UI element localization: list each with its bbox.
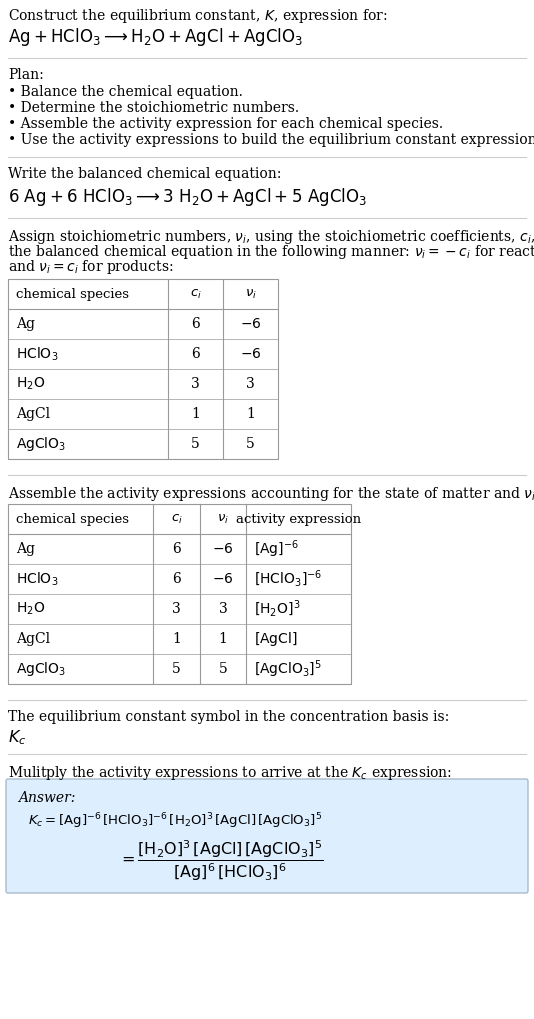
Text: $-6$: $-6$: [212, 572, 234, 586]
Text: and $\nu_i = c_i$ for products:: and $\nu_i = c_i$ for products:: [8, 258, 174, 276]
Text: 1: 1: [172, 632, 181, 646]
Text: 3: 3: [218, 602, 227, 616]
Bar: [8, 279, 278, 459]
Text: $\mathrm{6\ Ag + 6\ HClO_3 \longrightarrow 3\ H_2O + AgCl + 5\ AgClO_3}$: $\mathrm{6\ Ag + 6\ HClO_3 \longrightarr…: [8, 186, 367, 208]
Text: AgCl: AgCl: [16, 632, 50, 646]
Text: $= \dfrac{[\mathrm{H_2O}]^{3}\,[\mathrm{AgCl}]\,[\mathrm{AgClO_3}]^{5}}{[\mathrm: $= \dfrac{[\mathrm{H_2O}]^{3}\,[\mathrm{…: [118, 839, 324, 883]
Text: activity expression: activity expression: [236, 513, 361, 526]
Text: $[\mathrm{H_2O}]^{3}$: $[\mathrm{H_2O}]^{3}$: [254, 599, 301, 620]
Text: 3: 3: [246, 377, 255, 391]
Text: 1: 1: [218, 632, 227, 646]
Text: 5: 5: [191, 437, 200, 451]
Text: $-6$: $-6$: [240, 347, 261, 361]
Text: $[\mathrm{Ag}]^{-6}$: $[\mathrm{Ag}]^{-6}$: [254, 538, 299, 559]
Text: 3: 3: [191, 377, 200, 391]
Text: 6: 6: [191, 347, 200, 361]
FancyBboxPatch shape: [6, 779, 528, 893]
Text: $\mathrm{H_2O}$: $\mathrm{H_2O}$: [16, 601, 45, 618]
Text: Ag: Ag: [16, 317, 35, 331]
Text: • Use the activity expressions to build the equilibrium constant expression.: • Use the activity expressions to build …: [8, 133, 534, 147]
Text: 1: 1: [191, 407, 200, 421]
Text: $[\mathrm{AgClO_3}]^{5}$: $[\mathrm{AgClO_3}]^{5}$: [254, 658, 322, 680]
Text: $\mathrm{AgClO_3}$: $\mathrm{AgClO_3}$: [16, 660, 66, 678]
Text: 5: 5: [218, 662, 227, 676]
Text: 5: 5: [172, 662, 181, 676]
Text: $\mathrm{Ag + HClO_3 \longrightarrow H_2O + AgCl + AgClO_3}$: $\mathrm{Ag + HClO_3 \longrightarrow H_2…: [8, 26, 303, 48]
Bar: [8, 504, 351, 684]
Text: $[\mathrm{HClO_3}]^{-6}$: $[\mathrm{HClO_3}]^{-6}$: [254, 569, 322, 589]
Text: $\mathrm{HClO_3}$: $\mathrm{HClO_3}$: [16, 571, 58, 588]
Text: Mulitply the activity expressions to arrive at the $K_c$ expression:: Mulitply the activity expressions to arr…: [8, 764, 452, 782]
Text: $-6$: $-6$: [212, 542, 234, 556]
Text: • Determine the stoichiometric numbers.: • Determine the stoichiometric numbers.: [8, 101, 299, 115]
Text: 5: 5: [246, 437, 255, 451]
Text: AgCl: AgCl: [16, 407, 50, 421]
Text: 1: 1: [246, 407, 255, 421]
Text: The equilibrium constant symbol in the concentration basis is:: The equilibrium constant symbol in the c…: [8, 710, 449, 725]
Text: $K_c = [\mathrm{Ag}]^{-6}\,[\mathrm{HClO_3}]^{-6}\,[\mathrm{H_2O}]^{3}\,[\mathrm: $K_c = [\mathrm{Ag}]^{-6}\,[\mathrm{HClO…: [28, 811, 322, 830]
Text: Write the balanced chemical equation:: Write the balanced chemical equation:: [8, 167, 281, 181]
Text: 6: 6: [191, 317, 200, 331]
Text: $\mathrm{H_2O}$: $\mathrm{H_2O}$: [16, 376, 45, 392]
Text: $\mathrm{AgClO_3}$: $\mathrm{AgClO_3}$: [16, 435, 66, 453]
Text: 3: 3: [172, 602, 181, 616]
Text: • Assemble the activity expression for each chemical species.: • Assemble the activity expression for e…: [8, 117, 443, 131]
Text: $-6$: $-6$: [240, 317, 261, 331]
Text: $K_c$: $K_c$: [8, 728, 27, 747]
Text: $c_i$: $c_i$: [170, 513, 183, 526]
Text: 6: 6: [172, 542, 181, 556]
Text: Assemble the activity expressions accounting for the state of matter and $\nu_i$: Assemble the activity expressions accoun…: [8, 485, 534, 503]
Text: 6: 6: [172, 572, 181, 586]
Text: the balanced chemical equation in the following manner: $\nu_i = -c_i$ for react: the balanced chemical equation in the fo…: [8, 243, 534, 261]
Text: Ag: Ag: [16, 542, 35, 556]
Text: Construct the equilibrium constant, $K$, expression for:: Construct the equilibrium constant, $K$,…: [8, 7, 388, 25]
Text: chemical species: chemical species: [16, 513, 129, 526]
Text: Plan:: Plan:: [8, 68, 44, 82]
Text: $[\mathrm{AgCl}]$: $[\mathrm{AgCl}]$: [254, 630, 297, 648]
Text: Answer:: Answer:: [18, 791, 75, 805]
Text: • Balance the chemical equation.: • Balance the chemical equation.: [8, 85, 243, 99]
Text: Assign stoichiometric numbers, $\nu_i$, using the stoichiometric coefficients, $: Assign stoichiometric numbers, $\nu_i$, …: [8, 228, 534, 246]
Text: chemical species: chemical species: [16, 287, 129, 301]
Text: $\mathrm{HClO_3}$: $\mathrm{HClO_3}$: [16, 345, 58, 363]
Text: $\nu_i$: $\nu_i$: [245, 287, 256, 301]
Text: $\nu_i$: $\nu_i$: [217, 513, 229, 526]
Text: $c_i$: $c_i$: [190, 287, 201, 301]
